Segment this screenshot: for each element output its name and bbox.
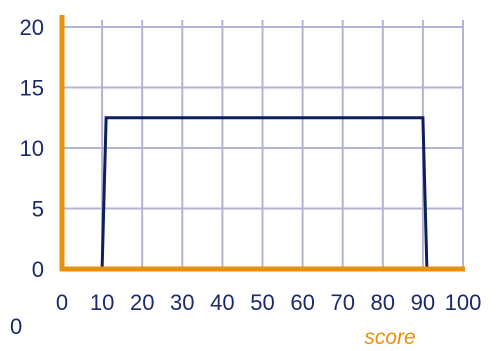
x-tick-label: 60: [290, 290, 314, 315]
x-tick-label: 50: [250, 290, 274, 315]
x-tick-label: 100: [445, 290, 482, 315]
x-tick-label: 40: [210, 290, 234, 315]
axes: [59, 15, 465, 272]
y-tick-labels: 0 5 10 15 20: [20, 15, 44, 282]
y-tick-label: 5: [32, 197, 44, 222]
origin-label: 0: [10, 314, 22, 339]
x-axis-title: score: [364, 326, 415, 349]
series-line: [100, 116, 429, 270]
y-tick-label: 10: [20, 136, 44, 161]
x-tick-labels: 0 10 20 30 40 50 60 70 80 90 100: [56, 290, 481, 315]
series-layer: [100, 116, 429, 270]
x-tick-label: 10: [90, 290, 114, 315]
grid-lines: [62, 20, 464, 269]
y-tick-label: 15: [20, 76, 44, 101]
x-tick-label: 80: [371, 290, 395, 315]
x-tick-label: 30: [170, 290, 194, 315]
y-tick-label: 20: [20, 15, 44, 40]
y-tick-label: 0: [32, 257, 44, 282]
x-tick-label: 20: [130, 290, 154, 315]
x-tick-label: 70: [330, 290, 354, 315]
x-tick-label: 0: [56, 290, 68, 315]
x-tick-label: 90: [411, 290, 435, 315]
